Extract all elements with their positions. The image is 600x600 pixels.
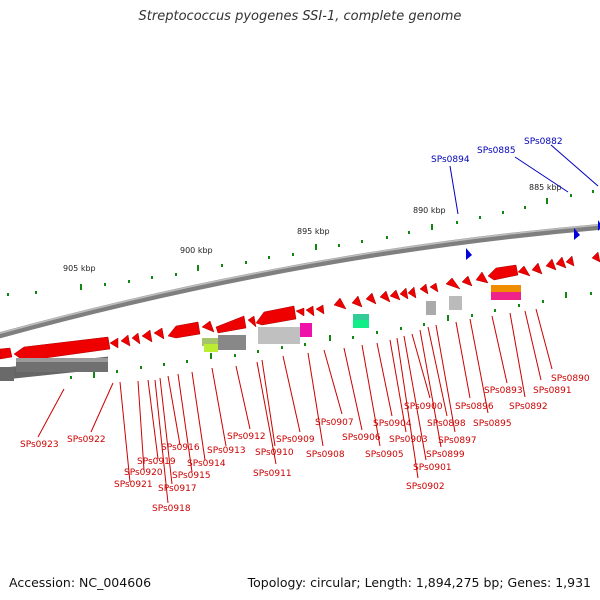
gene-label-bottom: SPs0917	[158, 484, 197, 494]
gene-label-bottom: SPs0895	[473, 419, 512, 429]
gene-label-bottom: SPs0898	[427, 419, 466, 429]
lower-ticks	[70, 292, 592, 379]
gene-label-bottom: SPs0896	[455, 402, 494, 412]
scale-label: 900 kbp	[180, 246, 213, 255]
scale-label: 890 kbp	[413, 206, 446, 215]
genome-backbone	[0, 223, 600, 339]
annotation-boxes	[0, 285, 521, 381]
gene-label-bottom: SPs0899	[426, 450, 465, 460]
gene-track	[0, 251, 600, 362]
gene-label-bottom: SPs0918	[152, 504, 191, 514]
gene-label-bottom: SPs0907	[315, 418, 354, 428]
gene-label-bottom: SPs0905	[365, 450, 404, 460]
gene-label-top: SPs0894	[431, 155, 470, 165]
gene-label-bottom: SPs0902	[406, 482, 445, 492]
gene-label-bottom: SPs0913	[207, 446, 246, 456]
gene-label-bottom: SPs0891	[533, 386, 572, 396]
gene-label-bottom: SPs0903	[389, 435, 428, 445]
accession-info: Accession: NC_004606	[9, 575, 152, 590]
gene-label-bottom: SPs0919	[137, 457, 176, 467]
gene-label-bottom: SPs0914	[187, 459, 226, 469]
map-title: Streptococcus pyogenes SSI-1, complete g…	[138, 9, 462, 24]
gene-label-bottom: SPs0900	[404, 402, 443, 412]
gene-label-bottom: SPs0892	[509, 402, 548, 412]
gene-label-bottom: SPs0922	[67, 435, 106, 445]
gene-label-top: SPs0882	[524, 137, 563, 147]
gene-label-bottom: SPs0912	[227, 432, 266, 442]
gene-label-bottom: SPs0921	[114, 480, 153, 490]
scale-label: 895 kbp	[297, 227, 330, 236]
gene-label-bottom: SPs0916	[161, 443, 200, 453]
gene-label-bottom: SPs0908	[306, 450, 345, 460]
gene-label-bottom: SPs0901	[413, 463, 452, 473]
gene-label-bottom: SPs0897	[438, 436, 477, 446]
gene-label-top: SPs0885	[477, 146, 516, 156]
topology-info: Topology: circular; Length: 1,894,275 bp…	[247, 575, 591, 590]
scale-ruler	[7, 190, 594, 296]
scale-label: 885 kbp	[529, 183, 562, 192]
gene-label-bottom: SPs0923	[20, 440, 59, 450]
gene-label-bottom: SPs0906	[342, 433, 381, 443]
gene-label-bottom: SPs0911	[253, 469, 292, 479]
gene-label-bottom: SPs0915	[172, 471, 211, 481]
gene-label-bottom: SPs0920	[124, 468, 163, 478]
gene-label-bottom: SPs0910	[255, 448, 294, 458]
gene-label-bottom: SPs0909	[276, 435, 315, 445]
gene-label-bottom: SPs0890	[551, 374, 590, 384]
gene-label-bottom: SPs0893	[484, 386, 523, 396]
strand-markers	[466, 220, 600, 260]
scale-label: 905 kbp	[63, 264, 96, 273]
gene-label-bottom: SPs0904	[373, 419, 412, 429]
